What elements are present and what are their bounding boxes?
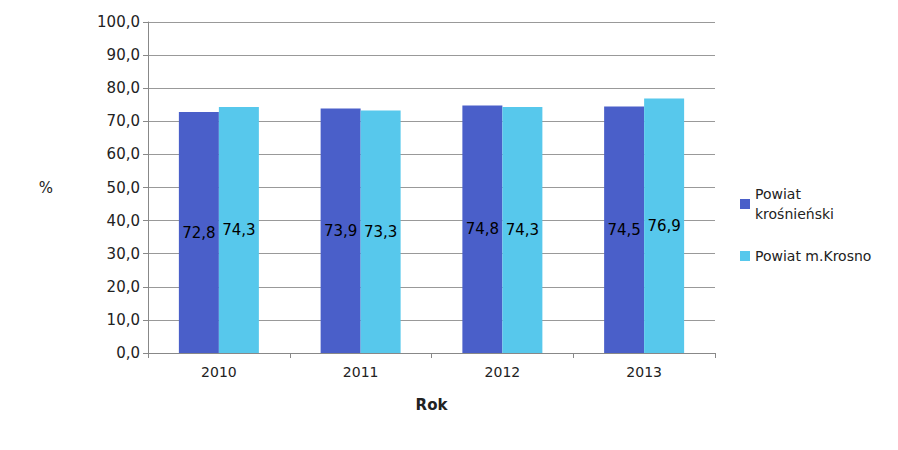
svg-text:74,5: 74,5 xyxy=(607,221,640,239)
svg-text:20,0: 20,0 xyxy=(107,278,140,296)
svg-text:74,3: 74,3 xyxy=(222,221,255,239)
svg-text:10,0: 10,0 xyxy=(107,311,140,329)
svg-text:2013: 2013 xyxy=(626,364,662,380)
svg-text:76,9: 76,9 xyxy=(647,217,680,235)
svg-text:2011: 2011 xyxy=(343,364,379,380)
svg-text:Rok: Rok xyxy=(416,396,449,414)
svg-text:100,0: 100,0 xyxy=(97,13,140,31)
svg-text:40,0: 40,0 xyxy=(107,212,140,230)
svg-text:74,8: 74,8 xyxy=(466,220,499,238)
svg-text:50,0: 50,0 xyxy=(107,179,140,197)
svg-text:90,0: 90,0 xyxy=(107,46,140,64)
svg-text:30,0: 30,0 xyxy=(107,245,140,263)
svg-text:60,0: 60,0 xyxy=(107,145,140,163)
svg-text:73,9: 73,9 xyxy=(324,222,357,240)
svg-text:krośnieński: krośnieński xyxy=(755,206,834,222)
svg-text:80,0: 80,0 xyxy=(107,79,140,97)
svg-text:2012: 2012 xyxy=(485,364,521,380)
svg-text:Powiat: Powiat xyxy=(755,186,805,202)
svg-text:0,0: 0,0 xyxy=(116,344,140,362)
svg-text:2010: 2010 xyxy=(201,364,237,380)
svg-text:74,3: 74,3 xyxy=(506,221,539,239)
svg-text:70,0: 70,0 xyxy=(107,112,140,130)
svg-text:%: % xyxy=(39,179,53,197)
svg-text:72,8: 72,8 xyxy=(182,224,215,242)
svg-text:Powiat m.Krosno: Powiat m.Krosno xyxy=(755,248,871,264)
svg-text:73,3: 73,3 xyxy=(364,223,397,241)
